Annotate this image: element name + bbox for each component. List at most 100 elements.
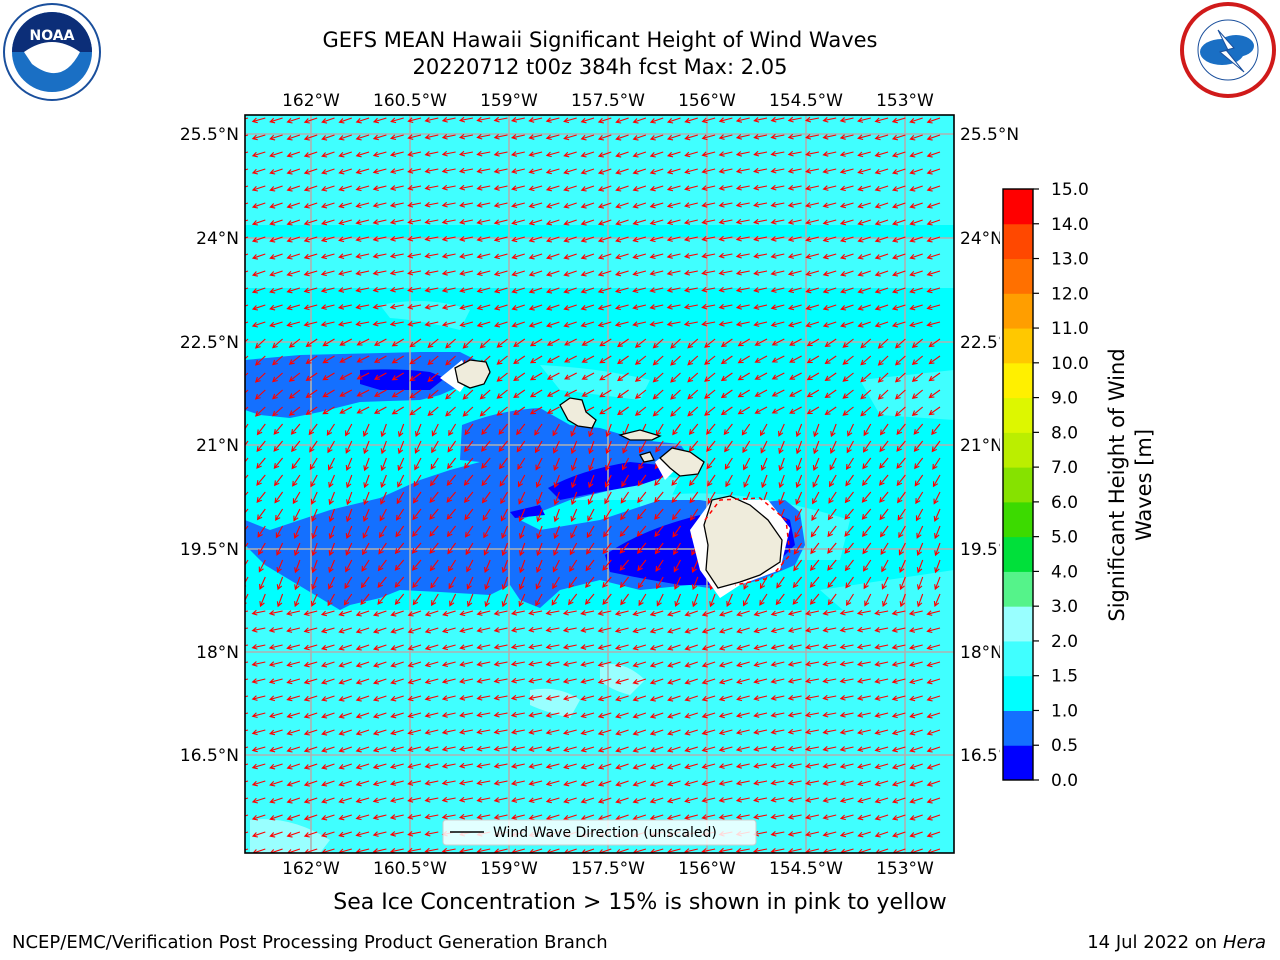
direction-arrow: [407, 813, 422, 820]
direction-arrow: [245, 712, 249, 715]
direction-arrow: [795, 457, 803, 472]
direction-arrow: [718, 286, 733, 293]
direction-arrow: [377, 576, 387, 588]
direction-arrow: [928, 355, 941, 365]
direction-arrow: [701, 168, 716, 174]
direction-arrow: [493, 797, 508, 803]
direction-arrow: [789, 372, 802, 380]
direction-arrow: [293, 525, 301, 539]
direction-arrow: [269, 712, 283, 719]
footer-date: 14 Jul 2022 on Hera: [1087, 932, 1266, 953]
direction-arrow: [649, 746, 664, 753]
direction-arrow: [684, 644, 698, 651]
colorbar-bin: [1003, 675, 1033, 711]
direction-arrow: [407, 235, 422, 242]
direction-arrow: [636, 542, 647, 554]
direction-arrow: [258, 542, 266, 556]
direction-arrow: [735, 134, 750, 140]
direction-arrow: [634, 389, 647, 399]
direction-arrow: [245, 559, 249, 570]
direction-arrow: [735, 184, 750, 191]
direction-arrow: [463, 457, 474, 469]
direction-arrow: [787, 762, 802, 769]
direction-arrow: [563, 117, 577, 124]
direction-arrow: [811, 508, 820, 521]
direction-arrow: [760, 440, 768, 454]
direction-arrow: [580, 661, 595, 667]
direction-arrow: [414, 440, 422, 454]
direction-arrow: [857, 321, 871, 328]
map-frame: [244, 114, 955, 854]
direction-arrow: [701, 746, 716, 753]
direction-arrow: [789, 389, 802, 397]
direction-arrow: [597, 712, 612, 719]
direction-arrow: [339, 355, 353, 363]
direction-arrow: [476, 677, 491, 684]
direction-arrow: [770, 253, 785, 259]
direction-arrow: [926, 695, 941, 702]
direction-arrow: [597, 763, 612, 770]
direction-arrow: [839, 677, 854, 684]
direction-arrow: [580, 185, 595, 192]
direction-arrow: [857, 814, 871, 821]
direction-arrow: [706, 457, 716, 470]
direction-arrow: [511, 185, 525, 191]
direction-arrow: [615, 134, 629, 141]
direction-arrow: [771, 355, 785, 363]
direction-arrow: [684, 763, 698, 770]
direction-arrow: [857, 185, 871, 192]
direction-arrow: [493, 321, 508, 328]
direction-arrow: [778, 423, 785, 437]
direction-arrow: [429, 525, 439, 537]
direction-arrow: [787, 728, 802, 735]
direction-arrow: [251, 763, 266, 770]
direction-arrow: [372, 320, 387, 327]
direction-arrow: [380, 440, 387, 455]
direction-arrow: [718, 134, 733, 140]
wind-wave-direction-arrows: [245, 116, 941, 853]
direction-arrow: [338, 117, 352, 124]
svg-text:24°N: 24°N: [960, 229, 1003, 249]
direction-arrow: [446, 457, 457, 470]
direction-arrow: [655, 559, 664, 572]
direction-arrow: [430, 457, 439, 470]
direction-arrow: [459, 728, 474, 735]
direction-arrow: [427, 355, 439, 366]
colorbar-bin: [1003, 293, 1033, 329]
direction-arrow: [894, 338, 906, 349]
direction-arrow: [585, 559, 595, 572]
direction-arrow: [327, 457, 335, 471]
direction-arrow: [926, 814, 941, 821]
direction-arrow: [605, 457, 612, 472]
direction-arrow: [892, 287, 906, 294]
direction-arrow: [445, 338, 456, 349]
direction-arrow: [892, 202, 906, 209]
direction-arrow: [407, 184, 422, 191]
direction-arrow: [424, 167, 439, 174]
direction-arrow: [770, 762, 785, 769]
direction-arrow: [787, 779, 802, 786]
direction-arrow: [787, 661, 802, 667]
direction-arrow: [273, 440, 284, 452]
direction-arrow: [857, 287, 871, 294]
direction-arrow: [857, 729, 871, 735]
direction-arrow: [372, 729, 387, 736]
colorbar-bin: [1003, 223, 1033, 260]
direction-arrow: [562, 678, 577, 684]
direction-arrow: [839, 729, 854, 735]
svg-text:157.5°W: 157.5°W: [571, 91, 645, 111]
direction-arrow: [510, 626, 525, 633]
direction-arrow: [441, 796, 456, 803]
direction-arrow: [483, 525, 491, 539]
direction-arrow: [320, 644, 335, 651]
direction-arrow: [441, 813, 456, 820]
direction-arrow: [654, 491, 664, 503]
direction-arrow: [684, 780, 698, 787]
direction-arrow: [632, 151, 647, 158]
direction-arrow: [493, 779, 508, 786]
direction-arrow: [691, 576, 699, 591]
direction-arrow: [743, 474, 751, 488]
direction-arrow: [771, 338, 785, 346]
direction-arrow: [787, 644, 802, 650]
direction-arrow: [775, 593, 785, 606]
